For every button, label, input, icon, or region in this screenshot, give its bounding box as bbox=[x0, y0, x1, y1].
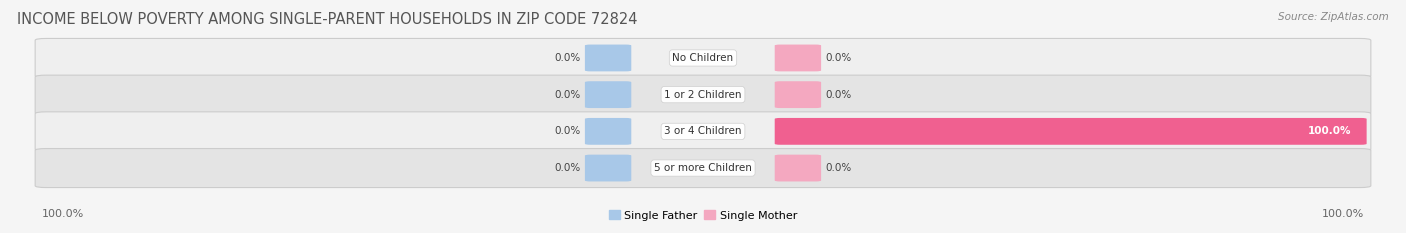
Text: INCOME BELOW POVERTY AMONG SINGLE-PARENT HOUSEHOLDS IN ZIP CODE 72824: INCOME BELOW POVERTY AMONG SINGLE-PARENT… bbox=[17, 12, 637, 27]
Text: 0.0%: 0.0% bbox=[554, 126, 581, 136]
FancyBboxPatch shape bbox=[775, 45, 821, 71]
FancyBboxPatch shape bbox=[775, 155, 821, 182]
FancyBboxPatch shape bbox=[775, 81, 821, 108]
FancyBboxPatch shape bbox=[585, 81, 631, 108]
Text: 0.0%: 0.0% bbox=[825, 53, 852, 63]
Text: 0.0%: 0.0% bbox=[825, 163, 852, 173]
Text: 100.0%: 100.0% bbox=[1322, 209, 1364, 219]
Text: 0.0%: 0.0% bbox=[554, 90, 581, 100]
Text: No Children: No Children bbox=[672, 53, 734, 63]
Text: 100.0%: 100.0% bbox=[42, 209, 84, 219]
FancyBboxPatch shape bbox=[35, 38, 1371, 77]
FancyBboxPatch shape bbox=[585, 155, 631, 182]
Text: 5 or more Children: 5 or more Children bbox=[654, 163, 752, 173]
Legend: Single Father, Single Mother: Single Father, Single Mother bbox=[605, 206, 801, 225]
Text: 0.0%: 0.0% bbox=[554, 53, 581, 63]
Text: 100.0%: 100.0% bbox=[1308, 126, 1351, 136]
Text: Source: ZipAtlas.com: Source: ZipAtlas.com bbox=[1278, 12, 1389, 22]
Text: 0.0%: 0.0% bbox=[554, 163, 581, 173]
Text: 3 or 4 Children: 3 or 4 Children bbox=[664, 126, 742, 136]
FancyBboxPatch shape bbox=[35, 112, 1371, 151]
FancyBboxPatch shape bbox=[35, 149, 1371, 188]
Text: 1 or 2 Children: 1 or 2 Children bbox=[664, 90, 742, 100]
Text: 0.0%: 0.0% bbox=[825, 90, 852, 100]
FancyBboxPatch shape bbox=[35, 75, 1371, 114]
FancyBboxPatch shape bbox=[775, 118, 1367, 145]
FancyBboxPatch shape bbox=[585, 45, 631, 71]
FancyBboxPatch shape bbox=[585, 118, 631, 145]
